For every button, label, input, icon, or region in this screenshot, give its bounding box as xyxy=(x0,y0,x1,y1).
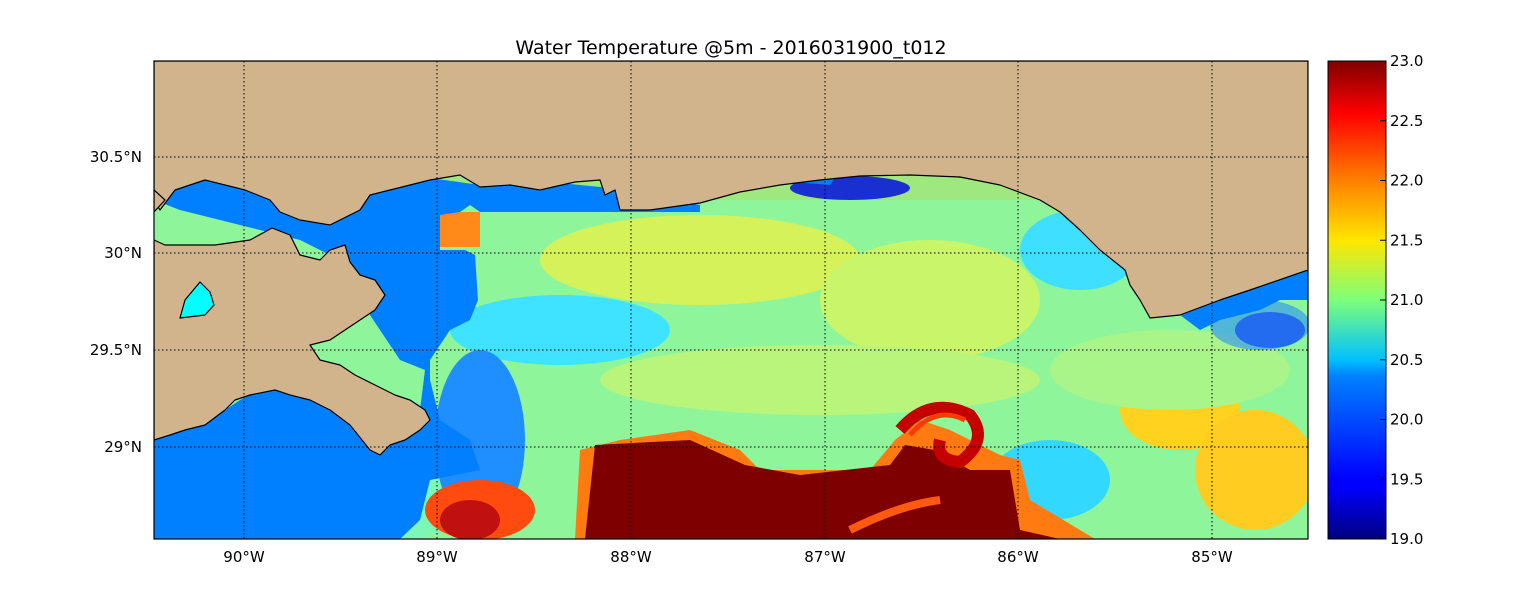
colorbar: 19.0 19.5 20.0 20.5 21.0 21.5 22.0 22.5 23.0 xyxy=(1327,52,1423,548)
lon-tick-label: 86°W xyxy=(997,548,1039,566)
colorbar-tick-label: 20.0 xyxy=(1390,411,1423,429)
lon-tick-label: 87°W xyxy=(804,548,846,566)
colorbar-tick-label: 21.0 xyxy=(1390,291,1423,309)
colorbar-ticks: 19.0 19.5 20.0 20.5 21.0 21.5 22.0 22.5 23.0 xyxy=(1380,52,1423,548)
colorbar-tick-label: 21.5 xyxy=(1390,231,1423,249)
lon-tick-label: 90°W xyxy=(223,548,265,566)
lat-tick-label: 29.5°N xyxy=(90,341,142,359)
land xyxy=(154,61,1308,456)
map-plot xyxy=(154,61,1308,539)
lon-tick-labels: 90°W 89°W 88°W 87°W 86°W 85°W xyxy=(223,548,1233,566)
lon-tick-label: 89°W xyxy=(416,548,458,566)
colorbar-ramp xyxy=(1327,60,1387,540)
colorbar-tick-label: 22.0 xyxy=(1390,172,1423,190)
lon-tick-label: 88°W xyxy=(610,548,652,566)
gridlines xyxy=(154,61,1308,539)
lat-tick-label: 30°N xyxy=(104,244,142,262)
lon-tick-label: 85°W xyxy=(1191,548,1233,566)
lat-tick-labels: 30.5°N 30°N 29.5°N 29°N xyxy=(90,148,142,456)
map-frame xyxy=(153,60,1309,540)
lat-tick-label: 29°N xyxy=(104,438,142,456)
map-title: Water Temperature @5m - 2016031900_t012 xyxy=(515,37,946,59)
colorbar-tick-label: 19.5 xyxy=(1390,470,1423,488)
lat-tick-label: 30.5°N xyxy=(90,148,142,166)
colorbar-tick-label: 19.0 xyxy=(1390,530,1423,548)
colorbar-tick-label: 23.0 xyxy=(1390,52,1423,70)
colorbar-tick-label: 20.5 xyxy=(1390,351,1423,369)
colorbar-tick-label: 22.5 xyxy=(1390,112,1423,130)
